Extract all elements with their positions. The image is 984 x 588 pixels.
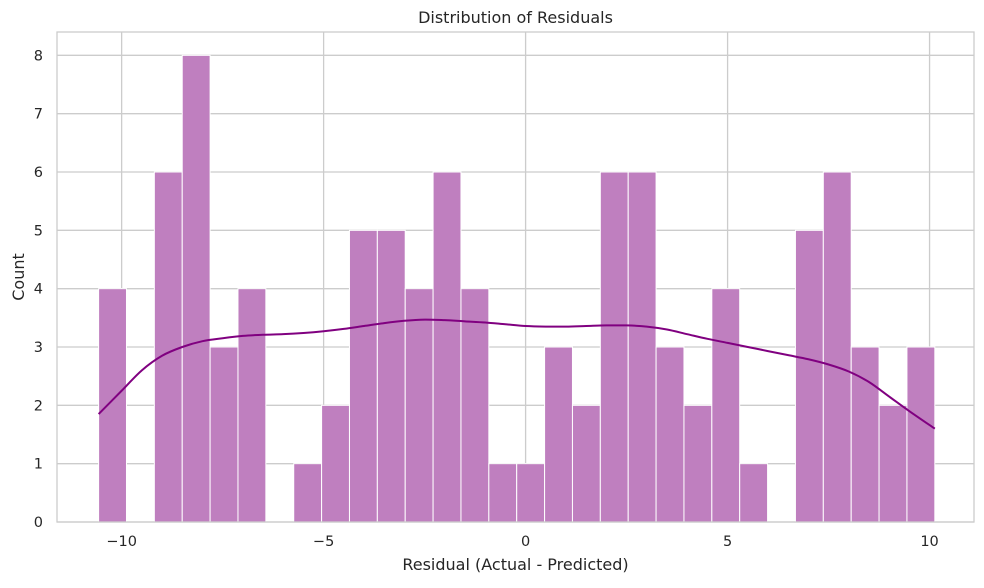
histogram-bar-19 [627,171,657,523]
histogram-bar-3 [181,54,211,523]
y-tick-label-6: 6 [34,165,43,181]
histogram-bar-0 [98,288,127,523]
histogram-bar-26 [822,171,852,523]
histogram-bar-18 [599,171,629,523]
y-tick-label-3: 3 [34,340,43,356]
chart-title: Distribution of Residuals [418,8,613,27]
y-tick-label-1: 1 [34,457,43,473]
histogram-bar-29 [906,346,936,523]
histogram-bar-13 [460,288,490,523]
histogram-bar-20 [655,346,685,523]
histogram-bar-10 [376,229,406,523]
y-tick-label-5: 5 [34,223,43,239]
histogram-bar-25 [794,229,824,523]
histogram-bar-7 [293,463,323,523]
histogram-bar-27 [850,346,880,523]
y-tick-label-8: 8 [34,48,43,64]
x-tick-label-3: 5 [723,534,732,550]
y-axis-label: Count [9,253,28,301]
x-tick-labels: −10 −5 0 5 10 [106,534,938,550]
histogram-bar-23 [739,463,769,523]
histogram-bar-5 [237,288,267,523]
histogram-bar-12 [432,171,462,523]
histogram-bar-15 [516,463,546,523]
x-tick-label-0: −10 [106,534,137,550]
x-tick-label-4: 10 [920,534,938,550]
histogram-bar-28 [878,404,908,523]
x-tick-label-1: −5 [313,534,334,550]
y-tick-label-2: 2 [34,398,43,414]
histogram-bar-22 [711,288,741,523]
histogram-bar-21 [683,404,713,523]
kde-curve [97,318,936,430]
histogram-bar-11 [404,288,434,523]
y-tick-label-7: 7 [34,107,43,123]
x-tick-label-2: 0 [521,534,530,550]
histogram-bar-9 [348,229,378,523]
x-axis-label: Residual (Actual - Predicted) [402,555,628,574]
y-tick-labels: 0 1 2 3 4 5 6 7 8 [34,48,43,531]
y-tick-label-0: 0 [34,515,43,531]
axes-frame [56,31,975,523]
histogram-bar-2 [153,171,183,523]
y-tick-label-4: 4 [34,282,43,298]
histogram-bar-17 [571,404,601,523]
histogram-bar-16 [544,346,573,523]
kde-curve-layer [97,318,936,430]
histogram-bar-4 [209,346,239,523]
histogram-bar-14 [488,463,518,523]
histogram-bars [98,54,936,523]
histogram-bar-8 [321,404,350,523]
